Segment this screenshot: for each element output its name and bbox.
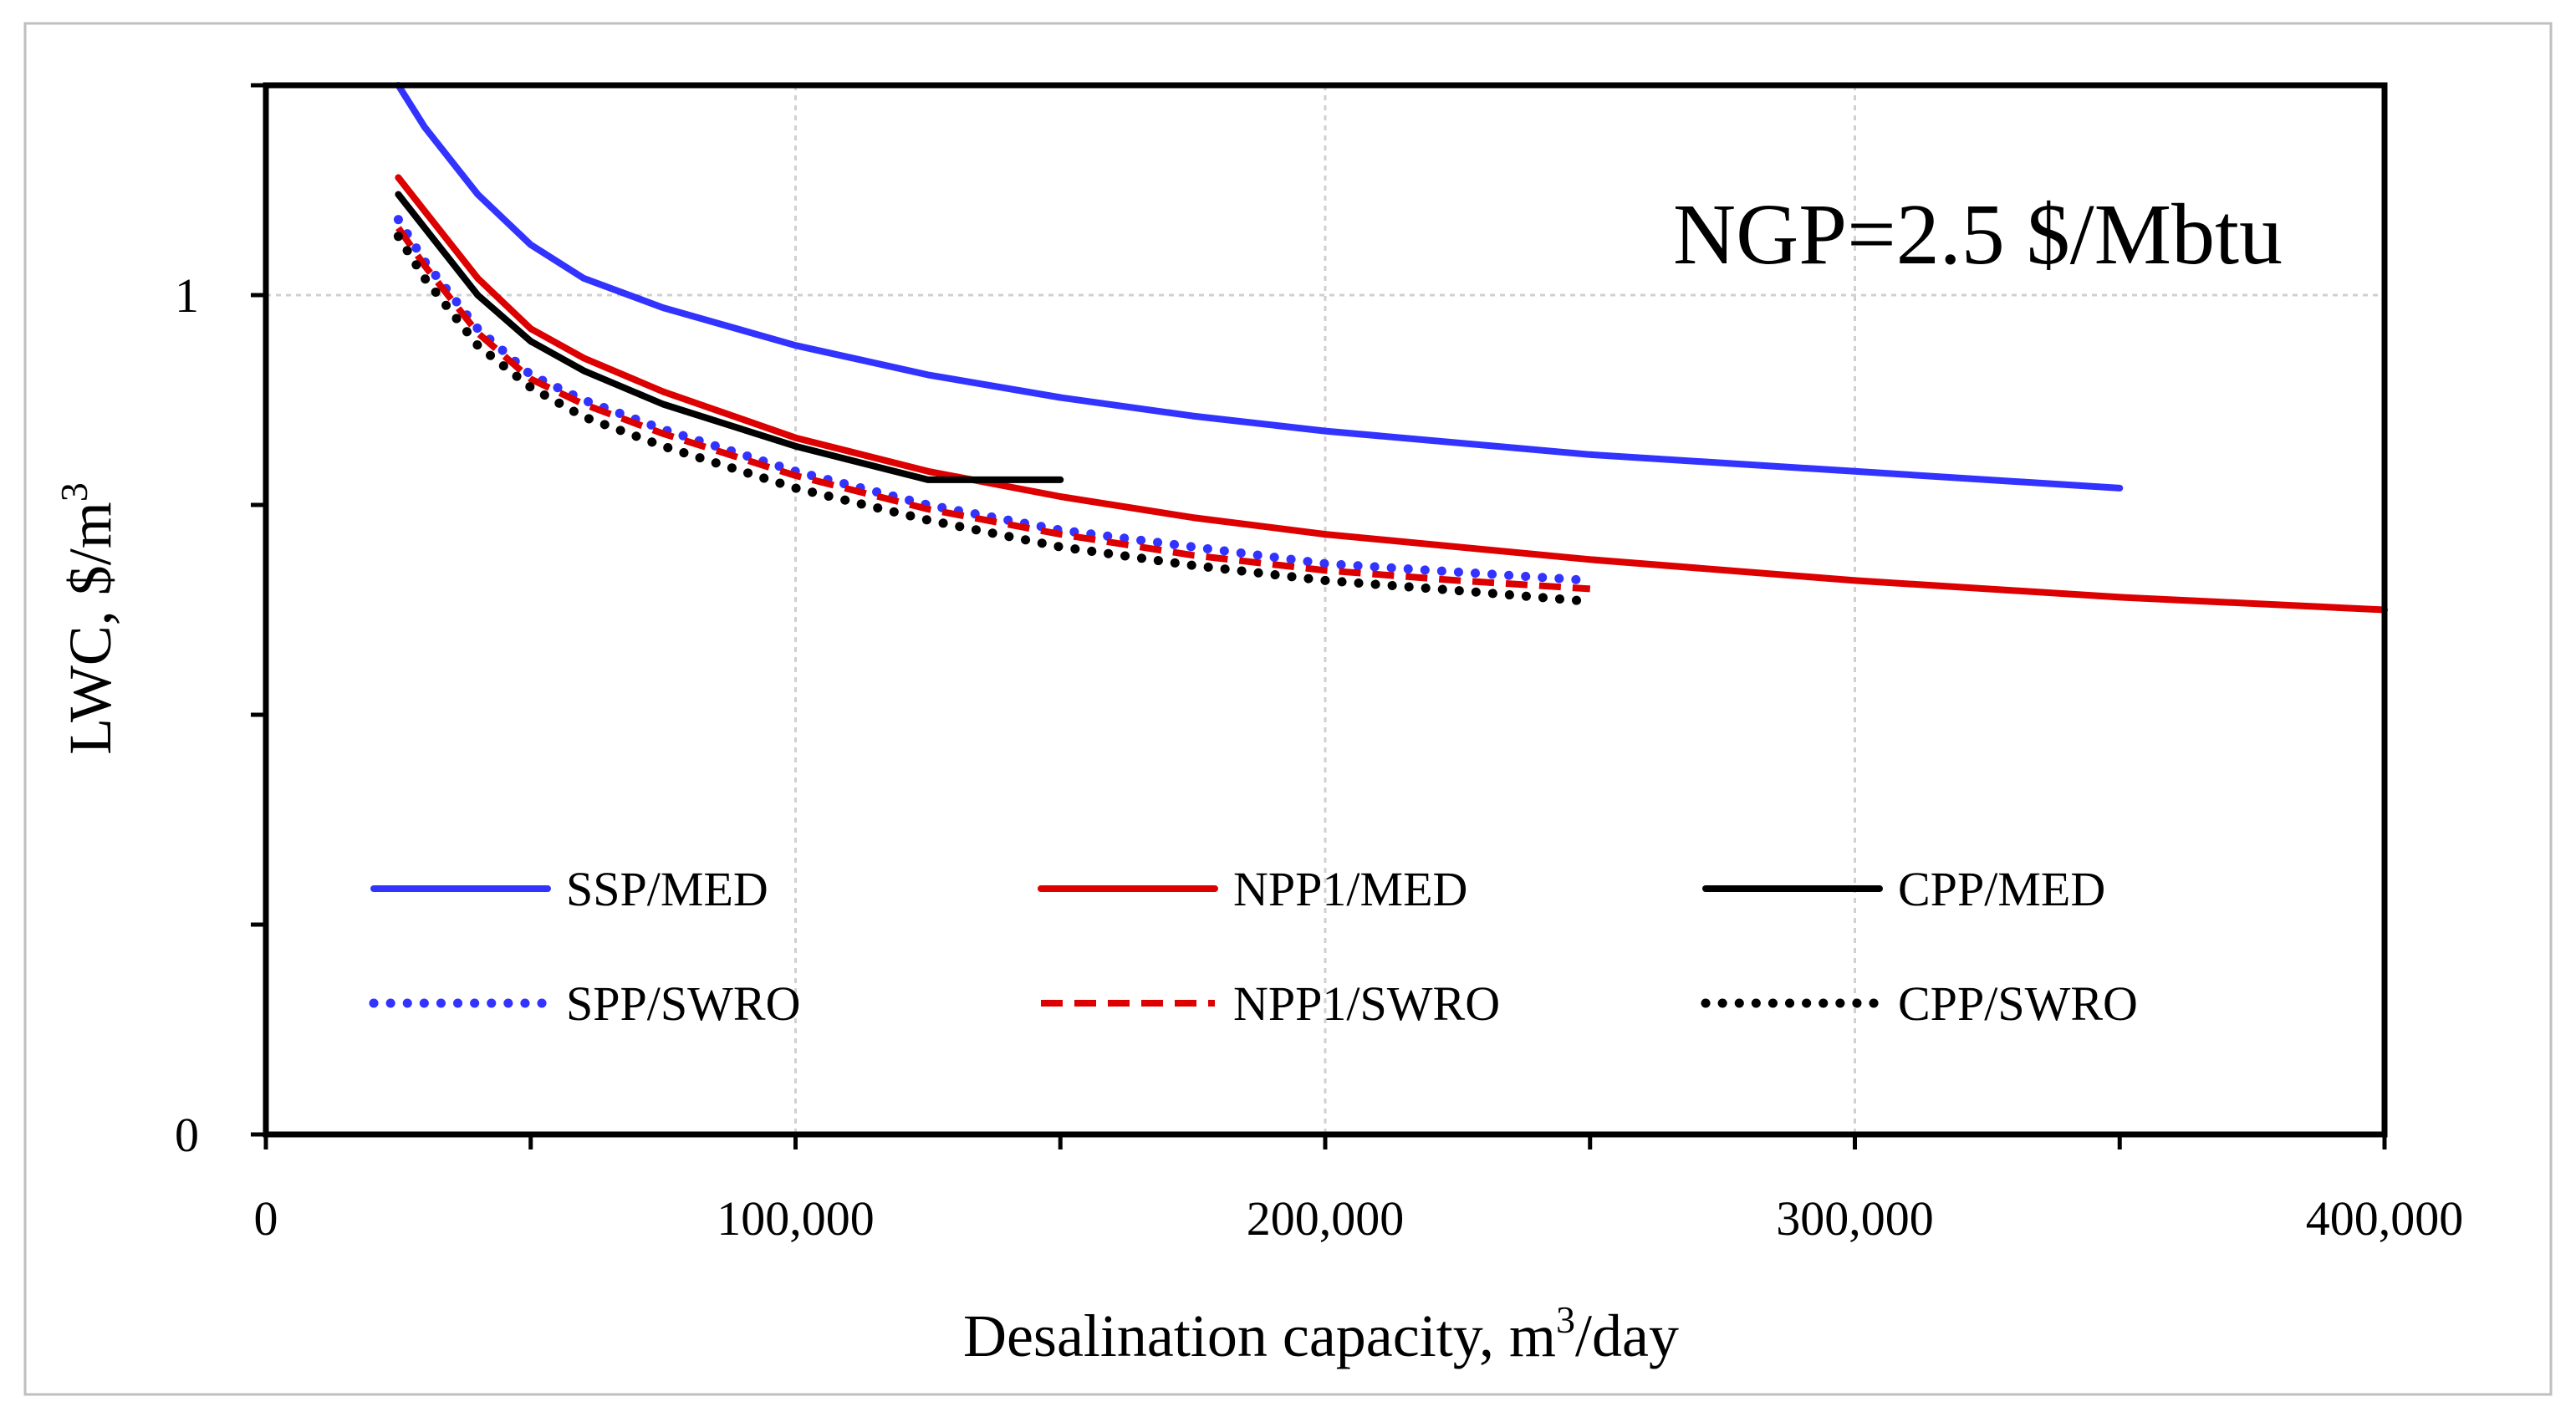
y-tick-label: 1 xyxy=(175,268,199,323)
y-axis-title-sup: 3 xyxy=(53,482,95,502)
series-group xyxy=(393,82,2388,614)
series-line-cpp-swro xyxy=(393,232,1595,606)
y-tick-label: 0 xyxy=(175,1108,199,1162)
y-tick-labels: 01 xyxy=(175,268,199,1162)
ticks xyxy=(251,83,2387,1149)
y-axis-title: LWC, $/m3 xyxy=(53,482,124,755)
series-line-npp1-swro xyxy=(395,226,1591,593)
x-tick-label: 300,000 xyxy=(1776,1191,1934,1246)
x-tick-labels: 0 100,000 200,000 300,000 400,000 xyxy=(254,1191,2464,1246)
x-axis-title-text: Desalination capacity, m xyxy=(963,1302,1556,1369)
legend-label-npp1-swro: NPP1/SWRO xyxy=(1233,976,1500,1031)
series-line-npp1-med xyxy=(395,174,2388,614)
x-tick-label: 200,000 xyxy=(1247,1191,1405,1246)
legend-label-cpp-swro: CPP/SWRO xyxy=(1898,976,2138,1031)
legend-label-npp1-med: NPP1/MED xyxy=(1233,862,1467,916)
y-axis-title-text: LWC, $/m xyxy=(57,502,124,755)
series-line-spp-swro xyxy=(393,215,1595,585)
x-axis-title-suffix: /day xyxy=(1575,1302,1679,1369)
legend: SSP/MED NPP1/MED CPP/MED SPP/SWRO NPP1/SWRO C… xyxy=(369,862,2138,1031)
x-tick-label: 0 xyxy=(254,1191,278,1246)
legend-label-ssp-med: SSP/MED xyxy=(566,862,768,916)
x-axis-title-sup: 3 xyxy=(1556,1298,1575,1341)
x-tick-label: 100,000 xyxy=(717,1191,875,1246)
legend-label-spp-swro: SPP/SWRO xyxy=(566,976,800,1031)
series-line-ssp-med xyxy=(395,82,2124,492)
price-annotation: NGP=2.5 $/Mbtu xyxy=(1673,186,2283,283)
x-axis-title: Desalination capacity, m3/day xyxy=(963,1298,1679,1369)
series-line-cpp-med xyxy=(395,191,1064,483)
grid xyxy=(266,85,2385,1134)
x-tick-label: 400,000 xyxy=(2306,1191,2464,1246)
legend-label-cpp-med: CPP/MED xyxy=(1898,862,2105,916)
